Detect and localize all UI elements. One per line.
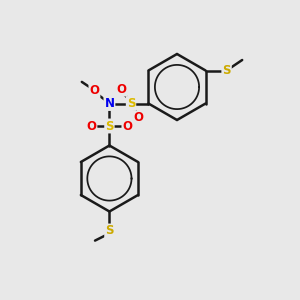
Text: N: N xyxy=(104,97,114,110)
Text: S: S xyxy=(105,224,114,238)
Text: O: O xyxy=(86,119,96,133)
Text: S: S xyxy=(127,97,135,110)
Text: O: O xyxy=(89,84,99,98)
Text: S: S xyxy=(222,64,231,77)
Text: S: S xyxy=(105,119,114,133)
Text: O: O xyxy=(134,111,143,124)
Text: O: O xyxy=(116,82,126,96)
Text: O: O xyxy=(122,119,132,133)
